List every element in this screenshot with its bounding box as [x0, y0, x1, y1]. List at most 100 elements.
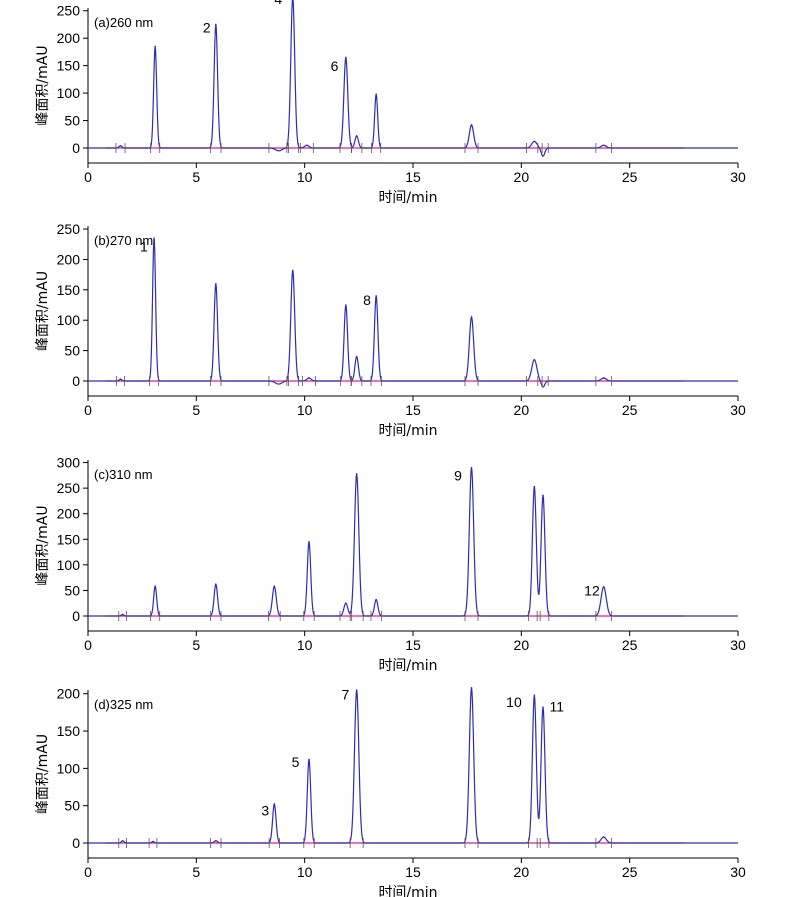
- peak-apex-marker: [542, 494, 544, 497]
- y-tick-label: 200: [57, 30, 81, 46]
- x-axis-title: 时间/min: [378, 658, 437, 674]
- x-tick-label: 0: [84, 637, 92, 653]
- peak-apex-marker: [306, 144, 308, 147]
- peak-apex-marker: [470, 686, 473, 689]
- x-tick-label: 0: [84, 402, 92, 418]
- peak-number-label: 1: [140, 239, 148, 255]
- peak-number-label: 11: [550, 699, 565, 715]
- peak-apex-marker: [470, 316, 473, 318]
- peak-apex-marker: [121, 613, 124, 616]
- y-tick-label: 150: [57, 531, 81, 547]
- peak-number-label: 5: [292, 754, 300, 770]
- y-tick-label: 100: [57, 557, 81, 573]
- x-axis-title: 时间/min: [378, 423, 437, 439]
- y-tick-label: 50: [64, 798, 80, 814]
- peak-apex-marker: [154, 45, 156, 48]
- y-tick-label: 250: [57, 3, 81, 19]
- x-tick-label: 10: [297, 169, 313, 185]
- y-tick-label: 150: [57, 282, 81, 298]
- peak-number-label: 4: [274, 0, 282, 7]
- y-tick-label: 100: [57, 85, 81, 101]
- panel-label: (a)260 nm: [94, 15, 153, 30]
- x-tick-label: 5: [192, 637, 200, 653]
- peak-apex-marker: [602, 144, 605, 147]
- y-tick-label: 50: [64, 582, 80, 598]
- peak-apex-marker: [308, 541, 310, 543]
- x-axis-title: 时间/min: [378, 190, 437, 206]
- peak-apex-marker: [154, 585, 156, 588]
- peak-apex-marker: [215, 282, 217, 285]
- x-tick-label: 15: [405, 169, 421, 185]
- peak-apex-marker: [375, 598, 377, 601]
- x-tick-label: 25: [622, 637, 638, 653]
- peak-apex-marker: [345, 56, 347, 59]
- y-tick-label: 100: [57, 760, 81, 776]
- peak-apex-marker: [308, 758, 310, 761]
- x-tick-label: 10: [297, 402, 313, 418]
- y-tick-label: 250: [57, 480, 81, 496]
- peak-apex-marker: [470, 124, 473, 126]
- x-tick-label: 5: [192, 402, 200, 418]
- y-tick-label: 200: [57, 686, 81, 702]
- x-tick-label: 20: [514, 864, 530, 880]
- peak-number-label: 12: [584, 583, 600, 599]
- peak-apex-marker: [273, 803, 276, 805]
- peak-apex-marker: [308, 377, 310, 379]
- x-tick-label: 25: [622, 402, 638, 418]
- x-tick-label: 30: [730, 169, 746, 185]
- peak-apex-marker: [355, 135, 358, 137]
- peak-apex-marker: [533, 358, 536, 361]
- y-tick-label: 0: [72, 835, 80, 851]
- panel-label: (c)310 nm: [94, 467, 153, 482]
- peak-apex-marker: [345, 602, 347, 605]
- peak-apex-marker: [533, 140, 536, 143]
- x-tick-label: 15: [405, 864, 421, 880]
- peak-apex-marker: [602, 586, 605, 588]
- peak-apex-marker: [215, 583, 217, 586]
- y-tick-label: 0: [72, 373, 80, 389]
- peak-apex-marker: [345, 304, 347, 306]
- y-tick-label: 100: [57, 312, 81, 328]
- peak-number-label: 7: [342, 687, 350, 703]
- x-tick-label: 25: [622, 864, 638, 880]
- peak-apex-marker: [119, 378, 122, 380]
- peak-apex-marker: [533, 694, 536, 697]
- x-tick-label: 15: [405, 637, 421, 653]
- peak-apex-marker: [291, 269, 294, 272]
- x-tick-label: 30: [730, 637, 746, 653]
- peak-number-label: 10: [506, 694, 522, 710]
- y-axis-title: 峰面积/mAU: [35, 505, 51, 585]
- peak-number-label: 3: [261, 802, 269, 818]
- x-tick-label: 25: [622, 169, 638, 185]
- peak-apex-marker: [153, 237, 155, 239]
- x-tick-label: 10: [297, 864, 313, 880]
- peak-apex-marker: [355, 473, 358, 475]
- y-axis-title: 峰面积/mAU: [35, 271, 51, 351]
- peak-apex-marker: [215, 23, 217, 26]
- y-axis-title: 峰面积/mAU: [35, 45, 51, 125]
- peak-apex-marker: [119, 145, 122, 147]
- x-tick-label: 0: [84, 169, 92, 185]
- y-tick-label: 200: [57, 251, 81, 267]
- x-tick-label: 0: [84, 864, 92, 880]
- peak-apex-marker: [355, 689, 358, 691]
- peak-apex-marker: [602, 377, 605, 379]
- peak-apex-marker: [215, 839, 217, 842]
- y-tick-label: 50: [64, 343, 80, 359]
- y-axis-title: 峰面积/mAU: [35, 734, 51, 814]
- peak-number-label: 9: [454, 467, 462, 483]
- peak-apex-marker: [121, 839, 124, 842]
- x-tick-label: 30: [730, 864, 746, 880]
- chromatogram-trace: [88, 0, 738, 157]
- y-tick-label: 0: [72, 140, 80, 156]
- x-tick-label: 20: [514, 169, 530, 185]
- y-tick-label: 150: [57, 723, 81, 739]
- x-tick-label: 5: [192, 169, 200, 185]
- chromatogram-trace: [88, 687, 738, 844]
- peak-number-label: 8: [363, 292, 371, 308]
- peak-apex-marker: [602, 836, 605, 838]
- peak-apex-marker: [533, 485, 536, 488]
- x-tick-label: 5: [192, 864, 200, 880]
- x-tick-label: 10: [297, 637, 313, 653]
